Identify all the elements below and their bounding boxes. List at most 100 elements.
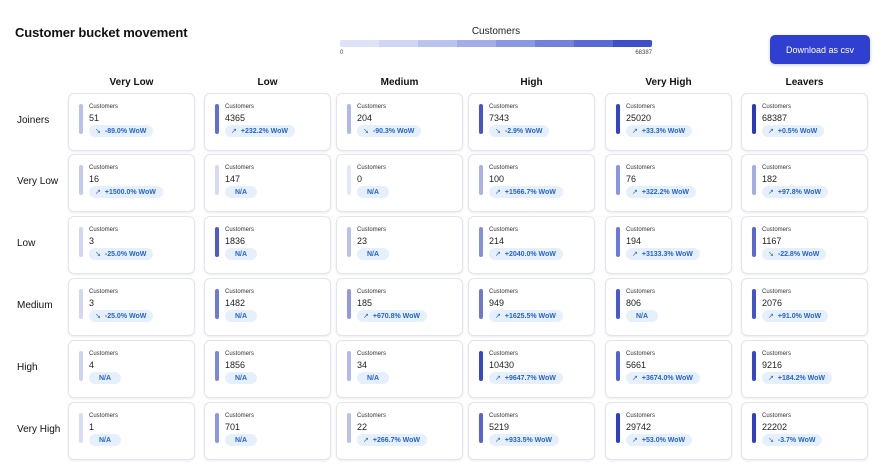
wow-change-text: -2.9% WoW	[504, 127, 543, 135]
bucket-cell[interactable]: Customers 16 ↗ +1500.0% WoW	[68, 154, 195, 212]
legend-title: Customers	[471, 26, 521, 37]
wow-change-badge: ↗ +184.2% WoW	[762, 372, 833, 384]
bucket-cell[interactable]: Customers 185 ↗ +670.8% WoW	[336, 278, 463, 336]
cell-label: Customers	[626, 351, 656, 357]
bucket-cell[interactable]: Customers 22 ↗ +266.7% WoW	[336, 402, 463, 460]
bucket-cell[interactable]: Customers 25020 ↗ +33.3% WoW	[605, 93, 732, 151]
trend-up-icon: ↗	[632, 251, 638, 258]
wow-change-badge: ↗ +0.5% WoW	[762, 125, 825, 137]
bucket-cell[interactable]: Customers 2076 ↗ +91.0% WoW	[741, 278, 868, 336]
customers-color-legend: Customers 0 68387	[340, 26, 652, 56]
bucket-cell[interactable]: Customers 949 ↗ +1625.5% WoW	[468, 278, 595, 336]
wow-change-badge: N/A	[225, 434, 258, 446]
wow-change-badge: ↗ +1500.0% WoW	[89, 186, 163, 198]
cell-label: Customers	[89, 289, 119, 295]
bucket-cell[interactable]: Customers 1167 ↘ -22.8% WoW	[741, 216, 868, 274]
intensity-bar	[79, 165, 83, 195]
wow-change-text: +322.2% WoW	[641, 188, 690, 196]
bucket-cell[interactable]: Customers 29742 ↗ +53.0% WoW	[605, 402, 732, 460]
legend-color-step	[340, 40, 379, 47]
bucket-cell[interactable]: Customers 5661 ↗ +3674.0% WoW	[605, 340, 732, 398]
wow-change-text: +53.0% WoW	[641, 436, 686, 444]
cell-label: Customers	[225, 104, 255, 110]
column-header: Very High	[645, 77, 692, 88]
bucket-cell[interactable]: Customers 1856 N/A	[204, 340, 331, 398]
intensity-bar	[79, 104, 83, 134]
bucket-cell[interactable]: Customers 9216 ↗ +184.2% WoW	[741, 340, 868, 398]
wow-change-text: N/A	[235, 312, 248, 320]
row-header: Low	[17, 238, 36, 249]
legend-color-step	[418, 40, 457, 47]
wow-change-badge: N/A	[357, 248, 390, 260]
bucket-cell[interactable]: Customers 23 N/A	[336, 216, 463, 274]
legend-gradient-bar	[340, 40, 652, 47]
wow-change-badge: ↗ +670.8% WoW	[357, 310, 428, 322]
cell-label: Customers	[225, 227, 255, 233]
intensity-bar	[347, 165, 351, 195]
bucket-cell[interactable]: Customers 204 ↘ -90.3% WoW	[336, 93, 463, 151]
bucket-cell[interactable]: Customers 3 ↘ -25.0% WoW	[68, 216, 195, 274]
wow-change-badge: ↘ -3.7% WoW	[762, 434, 823, 446]
download-csv-button[interactable]: Download as csv	[770, 35, 870, 64]
bucket-cell[interactable]: Customers 214 ↗ +2040.0% WoW	[468, 216, 595, 274]
customer-count: 214	[489, 236, 505, 246]
bucket-cell[interactable]: Customers 1 N/A	[68, 402, 195, 460]
legend-min-label: 0	[340, 50, 344, 56]
customer-count: 9216	[762, 360, 783, 370]
bucket-cell[interactable]: Customers 7343 ↘ -2.9% WoW	[468, 93, 595, 151]
wow-change-badge: ↗ +53.0% WoW	[626, 434, 693, 446]
cell-label: Customers	[762, 227, 792, 233]
wow-change-badge: ↘ -22.8% WoW	[762, 248, 827, 260]
trend-up-icon: ↗	[495, 189, 501, 196]
bucket-cell[interactable]: Customers 10430 ↗ +9647.7% WoW	[468, 340, 595, 398]
wow-change-text: -25.0% WoW	[104, 250, 147, 258]
bucket-cell[interactable]: Customers 100 ↗ +1566.7% WoW	[468, 154, 595, 212]
customer-count: 182	[762, 174, 778, 184]
intensity-bar	[479, 289, 483, 319]
bucket-cell[interactable]: Customers 51 ↘ -89.0% WoW	[68, 93, 195, 151]
wow-change-badge: N/A	[626, 310, 659, 322]
bucket-cell[interactable]: Customers 182 ↗ +97.8% WoW	[741, 154, 868, 212]
wow-change-text: +3674.0% WoW	[641, 374, 693, 382]
bucket-cell[interactable]: Customers 76 ↗ +322.2% WoW	[605, 154, 732, 212]
legend-color-step	[535, 40, 574, 47]
bucket-cell[interactable]: Customers 68387 ↗ +0.5% WoW	[741, 93, 868, 151]
customer-count: 2076	[762, 298, 783, 308]
bucket-cell[interactable]: Customers 806 N/A	[605, 278, 732, 336]
customer-count: 5661	[626, 360, 647, 370]
bucket-cell[interactable]: Customers 194 ↗ +3133.3% WoW	[605, 216, 732, 274]
intensity-bar	[752, 289, 756, 319]
cell-label: Customers	[762, 165, 792, 171]
bucket-cell[interactable]: Customers 1482 N/A	[204, 278, 331, 336]
trend-up-icon: ↗	[632, 437, 638, 444]
wow-change-text: +1500.0% WoW	[104, 188, 156, 196]
legend-max-label: 68387	[635, 50, 652, 56]
bucket-cell[interactable]: Customers 1836 N/A	[204, 216, 331, 274]
bucket-cell[interactable]: Customers 0 N/A	[336, 154, 463, 212]
trend-down-icon: ↘	[95, 128, 101, 135]
cell-label: Customers	[357, 165, 387, 171]
intensity-bar	[752, 165, 756, 195]
bucket-cell[interactable]: Customers 701 N/A	[204, 402, 331, 460]
intensity-bar	[616, 165, 620, 195]
cell-label: Customers	[762, 413, 792, 419]
bucket-cell[interactable]: Customers 3 ↘ -25.0% WoW	[68, 278, 195, 336]
wow-change-text: +933.5% WoW	[504, 436, 553, 444]
bucket-cell[interactable]: Customers 4365 ↗ +232.2% WoW	[204, 93, 331, 151]
trend-up-icon: ↗	[768, 189, 774, 196]
cell-label: Customers	[225, 165, 255, 171]
wow-change-text: N/A	[99, 374, 112, 382]
bucket-cell[interactable]: Customers 34 N/A	[336, 340, 463, 398]
intensity-bar	[215, 227, 219, 257]
trend-up-icon: ↗	[495, 313, 501, 320]
bucket-cell[interactable]: Customers 5219 ↗ +933.5% WoW	[468, 402, 595, 460]
cell-label: Customers	[89, 104, 119, 110]
bucket-cell[interactable]: Customers 147 N/A	[204, 154, 331, 212]
bucket-cell[interactable]: Customers 22202 ↘ -3.7% WoW	[741, 402, 868, 460]
trend-up-icon: ↗	[768, 313, 774, 320]
bucket-cell[interactable]: Customers 4 N/A	[68, 340, 195, 398]
cell-label: Customers	[225, 351, 255, 357]
row-header: Very Low	[17, 176, 59, 187]
customer-count: 204	[357, 113, 373, 123]
trend-down-icon: ↘	[495, 128, 501, 135]
